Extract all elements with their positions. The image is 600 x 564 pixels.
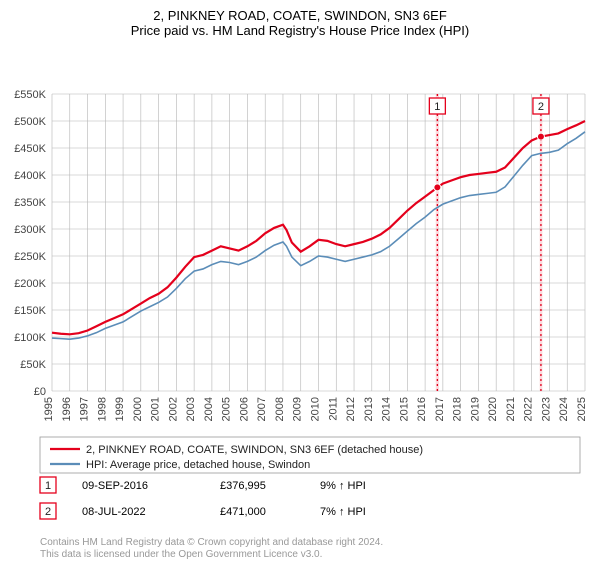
y-tick-label: £500K (14, 116, 46, 128)
x-tick-label: 2005 (221, 397, 233, 421)
x-tick-label: 2001 (150, 397, 162, 421)
legend-label: 2, PINKNEY ROAD, COATE, SWINDON, SN3 6EF… (86, 444, 423, 456)
x-tick-label: 2007 (256, 397, 268, 421)
footer-line-2: This data is licensed under the Open Gov… (40, 549, 322, 560)
x-tick-label: 2011 (327, 397, 339, 421)
y-tick-label: £400K (14, 170, 46, 182)
sale-marker-label-num: 1 (434, 101, 440, 113)
y-tick-label: £300K (14, 224, 46, 236)
x-tick-label: 2022 (523, 397, 535, 421)
x-tick-label: 2002 (167, 397, 179, 421)
x-tick-label: 2010 (310, 397, 322, 421)
x-tick-label: 2018 (452, 397, 464, 421)
footer-line-1: Contains HM Land Registry data © Crown c… (40, 537, 383, 548)
sale-row-price: £471,000 (220, 506, 266, 518)
x-tick-label: 2015 (398, 397, 410, 421)
x-tick-label: 2017 (434, 397, 446, 421)
y-tick-label: £450K (14, 143, 46, 155)
x-tick-label: 2023 (540, 397, 552, 421)
chart-subtitle: Price paid vs. HM Land Registry's House … (0, 23, 600, 38)
x-tick-label: 2006 (238, 397, 250, 421)
x-tick-label: 2016 (416, 397, 428, 421)
y-tick-label: £350K (14, 197, 46, 209)
sale-row-num: 1 (45, 480, 51, 492)
y-tick-label: £50K (20, 359, 46, 371)
sale-row-delta: 7% ↑ HPI (320, 506, 366, 518)
sale-row-num: 2 (45, 506, 51, 518)
sale-row-date: 09-SEP-2016 (82, 480, 148, 492)
x-tick-label: 2004 (203, 397, 215, 421)
x-tick-label: 1995 (43, 397, 55, 421)
x-tick-label: 1997 (79, 397, 91, 421)
x-tick-label: 2014 (381, 397, 393, 421)
x-tick-label: 2009 (292, 397, 304, 421)
sale-marker-dot (537, 133, 544, 140)
sale-row-delta: 9% ↑ HPI (320, 480, 366, 492)
x-tick-label: 2008 (274, 397, 286, 421)
y-tick-label: £0 (34, 386, 46, 398)
x-tick-label: 2024 (558, 397, 570, 421)
x-tick-label: 2013 (363, 397, 375, 421)
legend-label: HPI: Average price, detached house, Swin… (86, 459, 310, 471)
x-tick-label: 2021 (505, 397, 517, 421)
sale-row-price: £376,995 (220, 480, 266, 492)
y-tick-label: £100K (14, 332, 46, 344)
chart-title: 2, PINKNEY ROAD, COATE, SWINDON, SN3 6EF (0, 0, 600, 23)
chart-container: 2, PINKNEY ROAD, COATE, SWINDON, SN3 6EF… (0, 0, 600, 560)
x-tick-label: 2012 (345, 397, 357, 421)
sale-row-date: 08-JUL-2022 (82, 506, 146, 518)
sale-marker-band (436, 94, 439, 391)
x-tick-label: 1999 (114, 397, 126, 421)
x-tick-label: 2025 (576, 397, 588, 421)
x-tick-label: 1996 (61, 397, 73, 421)
y-tick-label: £250K (14, 251, 46, 263)
x-tick-label: 2000 (132, 397, 144, 421)
y-tick-label: £200K (14, 278, 46, 290)
x-tick-label: 2019 (469, 397, 481, 421)
x-tick-label: 2003 (185, 397, 197, 421)
x-tick-label: 1998 (96, 397, 108, 421)
chart-plot-area: £0 £50K £100K £150K £200K £250K £300K £350K £400… (0, 44, 600, 564)
y-tick-label: £550K (14, 89, 46, 101)
y-tick-label: £150K (14, 305, 46, 317)
x-tick-label: 2020 (487, 397, 499, 421)
chart-svg: £0 £50K £100K £150K £200K £250K £300K £350K £400… (0, 44, 600, 564)
sale-marker-dot (434, 184, 441, 191)
sale-marker-label-num: 2 (538, 101, 544, 113)
